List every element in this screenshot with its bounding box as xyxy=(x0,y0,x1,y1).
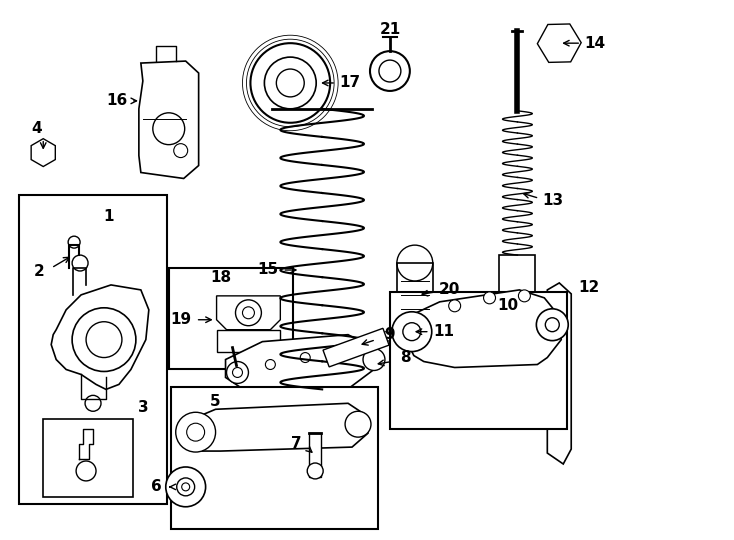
Bar xyxy=(500,255,535,364)
Circle shape xyxy=(484,292,495,304)
Polygon shape xyxy=(217,296,280,330)
Circle shape xyxy=(379,60,401,82)
Text: 15: 15 xyxy=(258,262,279,278)
Circle shape xyxy=(72,308,136,372)
Circle shape xyxy=(236,300,261,326)
Circle shape xyxy=(537,309,568,341)
Circle shape xyxy=(335,345,345,355)
Text: 11: 11 xyxy=(433,324,454,339)
Text: 19: 19 xyxy=(170,312,192,327)
Circle shape xyxy=(448,300,461,312)
Circle shape xyxy=(72,255,88,271)
Circle shape xyxy=(345,411,371,437)
Text: 16: 16 xyxy=(106,93,128,109)
Text: 17: 17 xyxy=(340,76,360,91)
Polygon shape xyxy=(225,335,378,387)
Circle shape xyxy=(553,37,565,49)
Circle shape xyxy=(545,318,559,332)
Polygon shape xyxy=(51,285,149,389)
Circle shape xyxy=(556,361,567,374)
Circle shape xyxy=(370,51,410,91)
Text: 3: 3 xyxy=(137,400,148,415)
Text: 9: 9 xyxy=(385,327,395,342)
Circle shape xyxy=(501,363,534,395)
Circle shape xyxy=(276,69,304,97)
Circle shape xyxy=(85,395,101,411)
Text: 20: 20 xyxy=(439,282,460,298)
Circle shape xyxy=(264,57,316,109)
Circle shape xyxy=(363,349,385,370)
Text: 2: 2 xyxy=(34,265,45,280)
Text: 10: 10 xyxy=(497,298,518,313)
Text: 6: 6 xyxy=(151,480,162,495)
Bar xyxy=(171,387,378,529)
Circle shape xyxy=(266,360,275,369)
Text: 1: 1 xyxy=(103,209,115,224)
Bar xyxy=(169,268,294,369)
Text: 14: 14 xyxy=(584,36,606,51)
Circle shape xyxy=(227,361,248,383)
Circle shape xyxy=(182,483,189,491)
Circle shape xyxy=(174,144,188,158)
Text: 21: 21 xyxy=(379,22,401,37)
Text: 8: 8 xyxy=(401,350,411,365)
Text: 7: 7 xyxy=(291,436,302,450)
Text: 18: 18 xyxy=(210,271,231,286)
Polygon shape xyxy=(186,403,368,451)
Circle shape xyxy=(250,43,330,123)
Polygon shape xyxy=(548,283,571,464)
Circle shape xyxy=(153,113,185,145)
Bar xyxy=(397,263,433,323)
Circle shape xyxy=(300,353,310,362)
Circle shape xyxy=(36,146,50,160)
Text: 5: 5 xyxy=(210,394,221,409)
Polygon shape xyxy=(139,61,199,179)
Text: 13: 13 xyxy=(542,193,564,208)
Circle shape xyxy=(166,467,206,507)
Circle shape xyxy=(175,412,216,452)
Circle shape xyxy=(381,332,391,342)
Circle shape xyxy=(308,463,323,479)
Circle shape xyxy=(233,368,242,377)
Text: 4: 4 xyxy=(31,122,42,136)
Bar xyxy=(309,433,321,477)
Circle shape xyxy=(518,290,531,302)
Circle shape xyxy=(392,312,432,352)
Circle shape xyxy=(86,322,122,357)
Circle shape xyxy=(556,312,567,323)
Circle shape xyxy=(68,236,80,248)
Bar xyxy=(19,195,167,504)
Circle shape xyxy=(556,339,567,350)
Circle shape xyxy=(510,373,524,387)
Circle shape xyxy=(242,307,255,319)
Polygon shape xyxy=(323,328,389,367)
Bar xyxy=(43,419,133,497)
Circle shape xyxy=(76,461,96,481)
Circle shape xyxy=(186,423,205,441)
Bar xyxy=(390,292,567,429)
Bar xyxy=(217,330,280,352)
Text: 12: 12 xyxy=(578,280,600,295)
Circle shape xyxy=(403,323,421,341)
Circle shape xyxy=(177,478,195,496)
Circle shape xyxy=(546,30,573,56)
Polygon shape xyxy=(400,290,562,368)
